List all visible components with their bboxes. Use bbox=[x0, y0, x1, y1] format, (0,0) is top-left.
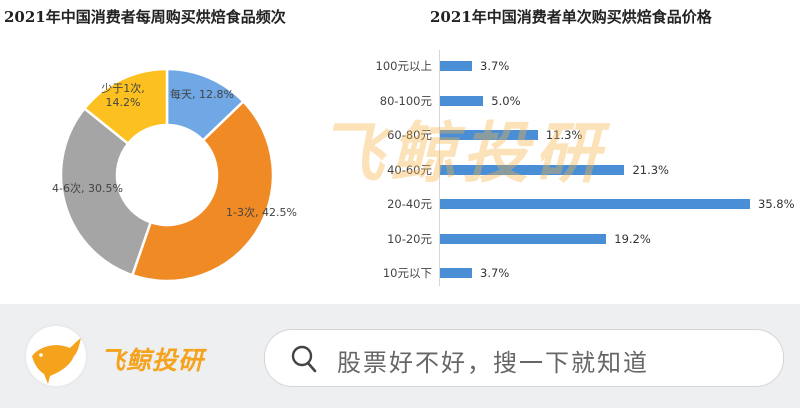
bar-row: 60-80元 11.3% bbox=[340, 127, 800, 143]
bar-value-label: 5.0% bbox=[491, 93, 521, 108]
donut-label-less-than-1: 少于1次, 14.2% bbox=[94, 82, 152, 110]
donut-label-1-3: 1-3次, 42.5% bbox=[226, 206, 297, 219]
bar-category-label: 100元以上 bbox=[375, 59, 432, 73]
bar-row: 40-60元 21.3% bbox=[340, 162, 800, 178]
donut-slice-less-than-1 bbox=[82, 67, 169, 146]
search-placeholder: 股票好不好，搜一下就知道 bbox=[337, 349, 649, 377]
search-icon bbox=[291, 345, 317, 373]
bar-category-label: 20-40元 bbox=[387, 197, 432, 211]
bar-value-label: 11.3% bbox=[545, 128, 583, 142]
bar-category-label: 80-100元 bbox=[379, 93, 432, 108]
bar-row: 10元以下 3.7% bbox=[340, 265, 800, 281]
donut-label-less-than-1-name: 少于1次, bbox=[101, 82, 145, 95]
donut-slice-1-3 bbox=[130, 99, 275, 283]
bar-category-label: 10-20元 bbox=[387, 231, 432, 246]
bar bbox=[440, 199, 750, 209]
bar bbox=[440, 164, 625, 175]
bar-row: 100元以上 3.7% bbox=[340, 58, 800, 74]
bar-value-label: 35.8% bbox=[758, 197, 795, 211]
donut-label-4-6: 4-6次, 30.5% bbox=[52, 182, 123, 195]
footer-banner: 飞鲸投研 股票好不好，搜一下就知道 bbox=[0, 304, 800, 408]
bar bbox=[440, 61, 473, 71]
price-bar-chart: 100元以上 3.7% 80-100元 5.0% 60-80元 11.3% 40-60元 21… bbox=[340, 48, 800, 288]
bar-category-label: 60-80元 bbox=[387, 128, 432, 142]
bar bbox=[440, 95, 484, 106]
bar bbox=[440, 268, 473, 278]
donut-label-daily: 每天, 12.8% bbox=[170, 88, 234, 101]
bar-row: 20-40元 35.8% bbox=[340, 196, 800, 212]
bar bbox=[440, 233, 607, 244]
bar-category-label: 10元以下 bbox=[382, 266, 432, 280]
bar-category-label: 40-60元 bbox=[387, 162, 432, 177]
bar-value-label: 21.3% bbox=[632, 162, 669, 177]
frequency-donut-chart: 每天, 12.8% 1-3次, 42.5% 4-6次, 30.5% 少于1次, … bbox=[52, 60, 297, 290]
donut-chart-title: 2021年中国消费者每周购买烘焙食品频次 bbox=[4, 8, 286, 26]
bar-row: 10-20元 19.2% bbox=[340, 231, 800, 247]
search-input[interactable]: 股票好不好，搜一下就知道 bbox=[264, 329, 784, 387]
donut-slice-4-6 bbox=[59, 106, 153, 277]
donut-label-less-than-1-value: 14.2% bbox=[105, 96, 141, 109]
bar-value-label: 3.7% bbox=[480, 59, 510, 73]
donut-svg bbox=[59, 67, 275, 283]
bar-value-label: 19.2% bbox=[614, 231, 651, 246]
bar-value-label: 3.7% bbox=[480, 266, 510, 280]
category-axis-line bbox=[439, 50, 440, 286]
whale-logo-icon bbox=[26, 326, 86, 386]
bar bbox=[440, 130, 538, 140]
bar-row: 80-100元 5.0% bbox=[340, 93, 800, 109]
bar-chart-title: 2021年中国消费者单次购买烘焙食品价格 bbox=[430, 8, 712, 26]
brand-name: 飞鲸投研 bbox=[100, 346, 205, 375]
